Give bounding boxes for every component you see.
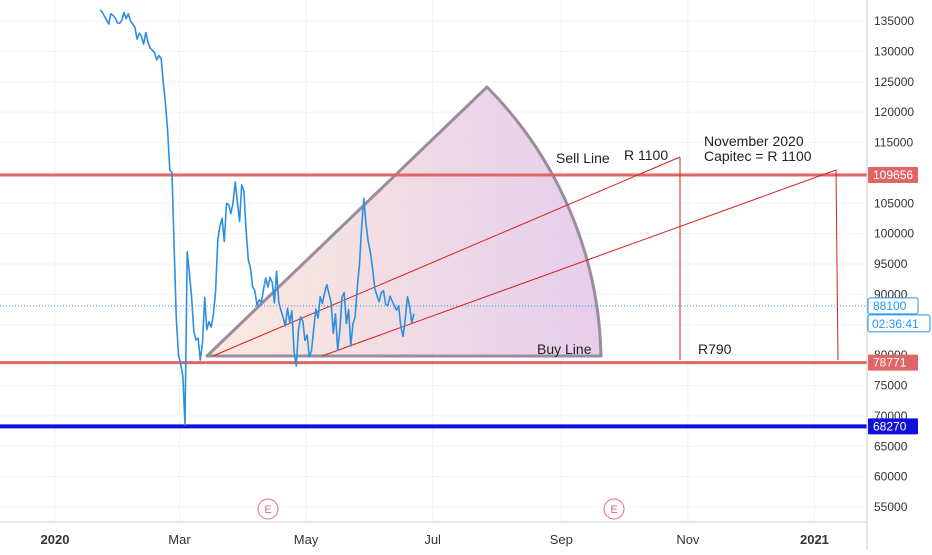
y-tick-label: 60000 [874,470,908,484]
y-tick-label: 55000 [874,500,908,514]
current-price-price-label: 88100 [867,297,919,315]
sell-line-annotation: Sell Line [556,150,610,166]
y-tick-label: 100000 [874,227,914,241]
channel-diagonal [321,169,837,357]
fan-arc [205,85,603,358]
event-marker[interactable]: E [603,498,625,520]
y-tick-label: 95000 [874,257,908,271]
price-series [99,9,415,426]
r790-annotation: R790 [698,341,732,357]
y-tick-label: 105000 [874,196,914,210]
x-tick-label: 2021 [800,532,829,547]
price-label-text: 78771 [873,356,907,370]
x-tick-label: Jul [424,532,441,547]
y-tick-label: 65000 [874,439,908,453]
event-marker-label: E [264,504,271,516]
channel-diagonal [212,156,681,357]
x-tick-label: May [294,532,319,547]
y-tick-label: 130000 [874,44,914,58]
annotations: Sell Line Buy Line R 1100 November 2020 … [537,133,812,357]
sell-line-price-label: 109656 [868,166,918,183]
x-tick-label: Sep [550,532,573,547]
y-tick-label: 115000 [874,136,913,150]
countdown-label: 02:36:41 [867,314,931,333]
fan-shape [205,85,603,358]
november-annotation-line1: November 2020 [704,133,804,149]
channel-lines [212,156,839,361]
channel-vertical [835,169,839,361]
y-tick-label: 75000 [874,379,908,393]
low-line-price-label: 68270 [868,418,918,435]
countdown-text: 02:36:41 [872,317,919,331]
price-label-text: 68270 [873,419,907,433]
buy-line-annotation: Buy Line [537,341,592,357]
price-series-line [99,9,415,426]
y-tick-label: 135000 [874,14,914,28]
x-tick-label: Nov [676,532,700,547]
x-tick-label: Mar [168,532,191,547]
buy-line-price-label: 78771 [868,354,918,371]
horizontal-lines [0,173,867,429]
y-tick-label: 125000 [874,75,914,89]
price-label-text: 88100 [873,299,907,313]
y-tick-label: 120000 [874,105,914,119]
event-marker[interactable]: E [257,498,279,520]
november-annotation-line2: Capitec = R 1100 [704,148,812,164]
r1100-annotation: R 1100 [624,147,668,163]
price-label-text: 109656 [873,168,913,182]
x-tick-label: 2020 [41,532,70,547]
event-marker-label: E [610,504,617,516]
